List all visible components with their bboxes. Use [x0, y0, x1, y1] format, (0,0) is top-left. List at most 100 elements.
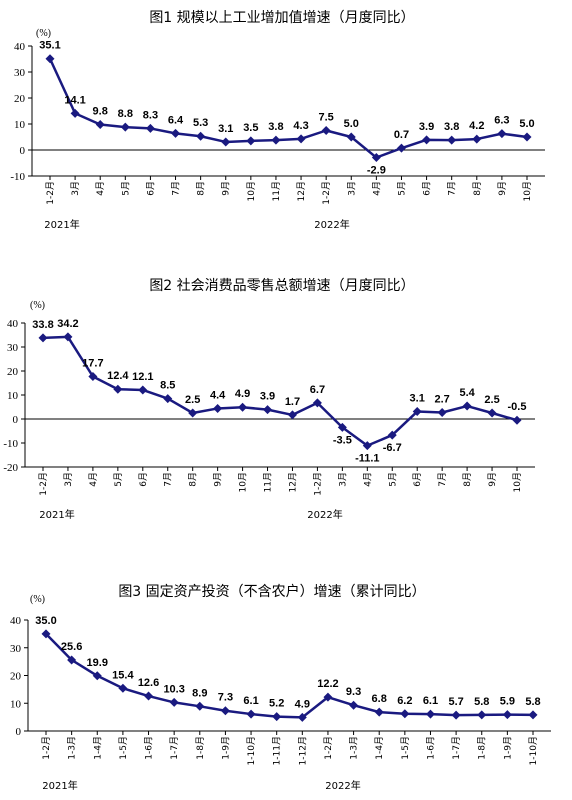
x-tick-label: 12月	[296, 181, 307, 201]
x-tick-label: 9月	[487, 472, 498, 487]
data-point-marker	[451, 710, 461, 720]
x-tick-label: 1-6月	[425, 736, 436, 760]
y-tick-label: 30	[7, 342, 19, 354]
x-tick-label: 1-2月	[312, 472, 323, 496]
x-tick-label: 1-3月	[349, 736, 360, 760]
data-label: 6.7	[310, 384, 325, 396]
y-tick-label: 20	[7, 366, 19, 378]
x-tick-label: 1-7月	[451, 736, 462, 760]
data-point-marker	[462, 401, 472, 411]
y-tick-label: 10	[7, 390, 19, 402]
x-tick-label: 4月	[362, 472, 373, 487]
data-point-marker	[145, 123, 155, 133]
x-tick-label: 8月	[472, 181, 483, 196]
data-point-marker	[296, 134, 306, 144]
chart-2-svg: 图2 社会消费品零售总额增速（月度同比） (%) -20 -10 0 10 20 30 40 1-…	[3, 278, 535, 521]
year-label-2021: 2021年	[44, 218, 79, 231]
data-point-marker	[522, 132, 532, 142]
data-label: 3.8	[444, 121, 459, 133]
data-label: 6.8	[372, 693, 387, 705]
x-tick-label: 1-10月	[528, 736, 539, 765]
y-axis-unit-label: (%)	[30, 594, 45, 605]
data-point-marker	[502, 710, 512, 720]
data-point-marker	[422, 135, 432, 145]
data-point-marker	[362, 441, 372, 451]
data-point-marker	[169, 697, 179, 707]
x-tick-label: 6月	[412, 472, 423, 487]
data-label: 8.3	[143, 109, 158, 121]
data-label: 34.2	[57, 318, 78, 330]
x-tick-label: 8月	[196, 181, 207, 196]
data-label: 12.4	[107, 370, 129, 382]
x-tick-label: 1-4月	[92, 736, 103, 760]
data-point-marker	[120, 122, 130, 132]
data-label: 7.5	[319, 112, 334, 124]
data-label: 17.7	[82, 358, 103, 370]
x-tick-label: 5月	[396, 181, 407, 196]
y-tick-label: 30	[14, 67, 26, 79]
x-tick-label: 7月	[447, 181, 458, 196]
data-point-marker	[92, 671, 102, 681]
data-point-marker	[374, 707, 384, 717]
year-label-2022: 2022年	[325, 779, 360, 792]
data-point-marker	[425, 709, 435, 719]
x-tick-label: 1-2月	[38, 472, 49, 496]
data-label: 35.1	[39, 40, 60, 52]
data-label: 19.9	[87, 657, 108, 669]
y-tick-label: 30	[10, 643, 22, 655]
y-tick-label: 0	[13, 414, 19, 426]
x-tick-label: 10月	[512, 472, 523, 492]
data-label: 8.5	[160, 380, 175, 392]
data-point-marker	[70, 108, 80, 118]
x-tick-label: 1-3月	[67, 736, 78, 760]
x-tick-label: 9月	[213, 472, 224, 487]
data-label: 6.1	[423, 695, 438, 707]
data-label: 5.9	[500, 696, 515, 708]
data-point-marker	[246, 136, 256, 146]
data-label: 1.7	[285, 396, 300, 408]
data-point-marker	[163, 394, 173, 404]
data-point-marker	[349, 700, 359, 710]
x-tick-label: 1-5月	[118, 736, 129, 760]
x-tick-label: 4月	[88, 472, 99, 487]
data-point-marker	[400, 709, 410, 719]
x-tick-label: 1-11月	[272, 736, 283, 765]
data-point-marker	[371, 153, 381, 163]
x-tick-label: 5月	[120, 181, 131, 196]
data-point-marker	[387, 430, 397, 440]
chart-title: 图1 规模以上工业增加值增速（月度同比）	[149, 10, 414, 26]
y-axis-unit-label: (%)	[30, 300, 45, 311]
chart-3-svg: 图3 固定资产投资（不含农户）增速（累计同比） (%) 0 10 20 30 40 1-2月 1…	[10, 583, 551, 792]
x-tick-label: 10月	[246, 181, 257, 201]
x-tick-label: 3月	[346, 181, 357, 196]
x-tick-label: 1-10月	[246, 736, 257, 765]
data-label: 4.4	[210, 389, 226, 401]
x-tick-label: 1-9月	[220, 736, 231, 760]
data-point-marker	[95, 120, 105, 130]
data-point-marker	[67, 655, 77, 665]
data-label: -3.5	[333, 434, 352, 446]
data-label: 3.1	[410, 393, 425, 405]
x-tick-label: 7月	[171, 181, 182, 196]
x-tick-label: 1-8月	[477, 736, 488, 760]
data-point-marker	[528, 710, 538, 720]
data-point-marker	[195, 701, 205, 711]
data-point-marker	[346, 132, 356, 142]
x-tick-label: 1-6月	[144, 736, 155, 760]
data-point-marker	[337, 422, 347, 432]
x-tick-label: 8月	[188, 472, 199, 487]
data-point-marker	[477, 710, 487, 720]
data-point-marker	[213, 403, 223, 413]
data-label: 2.5	[484, 394, 499, 406]
data-point-marker	[412, 407, 422, 417]
data-label: 3.9	[419, 121, 434, 133]
data-point-marker	[323, 692, 333, 702]
data-point-marker	[297, 712, 307, 722]
year-label-2021: 2021年	[42, 779, 77, 792]
year-label-2021: 2021年	[39, 508, 74, 521]
x-tick-label: 1-4月	[374, 736, 385, 760]
x-tick-label: 3月	[70, 181, 81, 196]
data-label: 4.9	[235, 388, 250, 400]
data-point-marker	[272, 712, 282, 722]
data-label: 2.5	[185, 394, 200, 406]
